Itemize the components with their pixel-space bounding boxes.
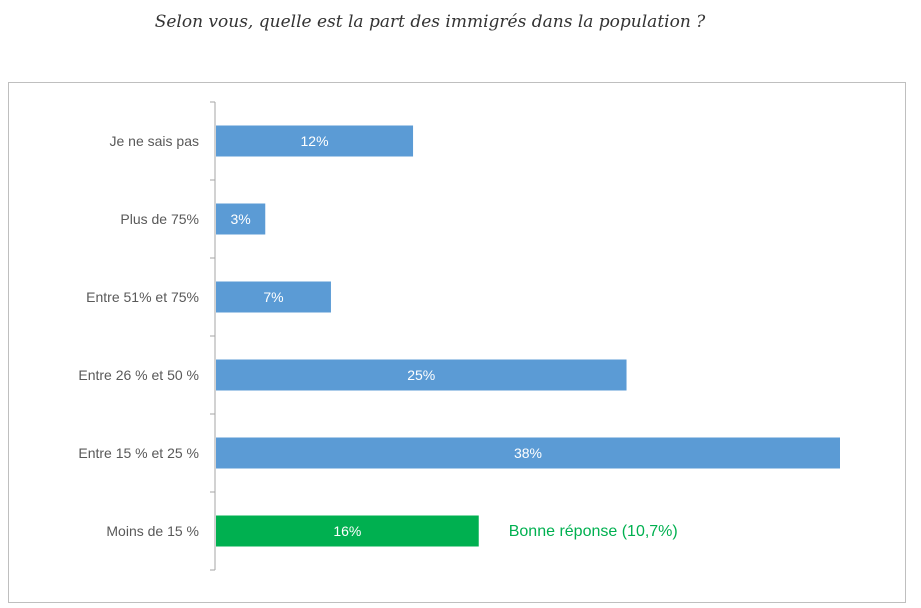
bar bbox=[216, 281, 331, 313]
category-label: Entre 51% et 75% bbox=[86, 289, 199, 305]
data-label: 25% bbox=[407, 367, 435, 383]
annotation-label: Bonne réponse (10,7%) bbox=[509, 523, 678, 540]
category-label: Entre 15 % et 25 % bbox=[78, 445, 199, 461]
category-label: Moins de 15 % bbox=[106, 523, 199, 539]
category-label: Plus de 75% bbox=[120, 211, 199, 227]
data-label: 3% bbox=[231, 211, 251, 227]
data-label: 12% bbox=[301, 133, 329, 149]
category-label: Entre 26 % et 50 % bbox=[78, 367, 199, 383]
chart-title: Selon vous, quelle est la part des immig… bbox=[154, 12, 706, 32]
chart-frame bbox=[8, 82, 906, 603]
bar bbox=[216, 125, 414, 157]
category-label: Je ne sais pas bbox=[110, 133, 200, 149]
data-label: 38% bbox=[514, 445, 542, 461]
bar bbox=[216, 359, 627, 391]
bar bbox=[216, 437, 840, 469]
data-label: 16% bbox=[333, 523, 361, 539]
bar bbox=[216, 515, 479, 547]
data-label: 7% bbox=[263, 289, 283, 305]
bar bbox=[216, 203, 266, 235]
